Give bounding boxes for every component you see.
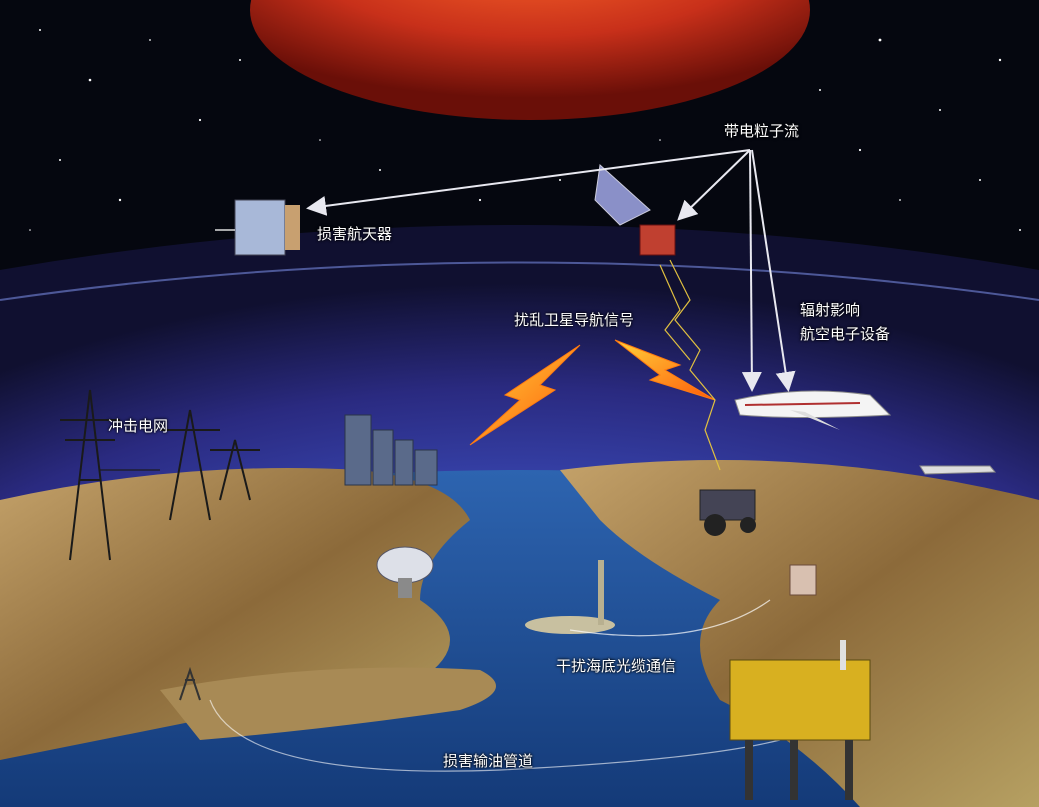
house	[789, 564, 817, 596]
nav-satellite	[594, 164, 676, 256]
signal-zigzags	[659, 259, 721, 471]
label-charged-particle-stream: 带电粒子流	[724, 122, 800, 140]
tractor	[699, 489, 756, 536]
label-interfere-submarine-cable: 干扰海底光缆通信	[556, 657, 677, 675]
label-radiation-avionics: 辐射影响 航空电子设备	[800, 298, 960, 346]
particle-arrows	[306, 149, 796, 392]
land-peninsula	[160, 667, 496, 740]
oil-platform	[729, 640, 871, 800]
label-radiation-line1: 辐射影响	[800, 301, 861, 319]
submarine	[525, 560, 615, 634]
airplane-small	[919, 465, 997, 475]
derrick	[179, 666, 201, 701]
label-impact-power-grid: 冲击电网	[108, 417, 169, 435]
label-damage-spacecraft: 损害航天器	[317, 225, 393, 243]
airplane-main	[734, 390, 892, 430]
oil-pipeline	[209, 699, 781, 772]
radar-dish	[376, 546, 434, 598]
label-damage-oil-pipeline: 损害输油管道	[443, 752, 534, 770]
power-towers	[60, 389, 260, 561]
land-right	[560, 460, 1039, 807]
submarine-cable	[569, 599, 771, 637]
atmosphere-band	[0, 261, 1039, 301]
spacecraft-left	[215, 199, 300, 256]
city-buildings	[344, 414, 438, 486]
label-disrupt-satellite-navigation: 扰乱卫星导航信号	[514, 311, 635, 329]
sun	[250, 0, 810, 120]
label-radiation-line2: 航空电子设备	[800, 325, 891, 343]
